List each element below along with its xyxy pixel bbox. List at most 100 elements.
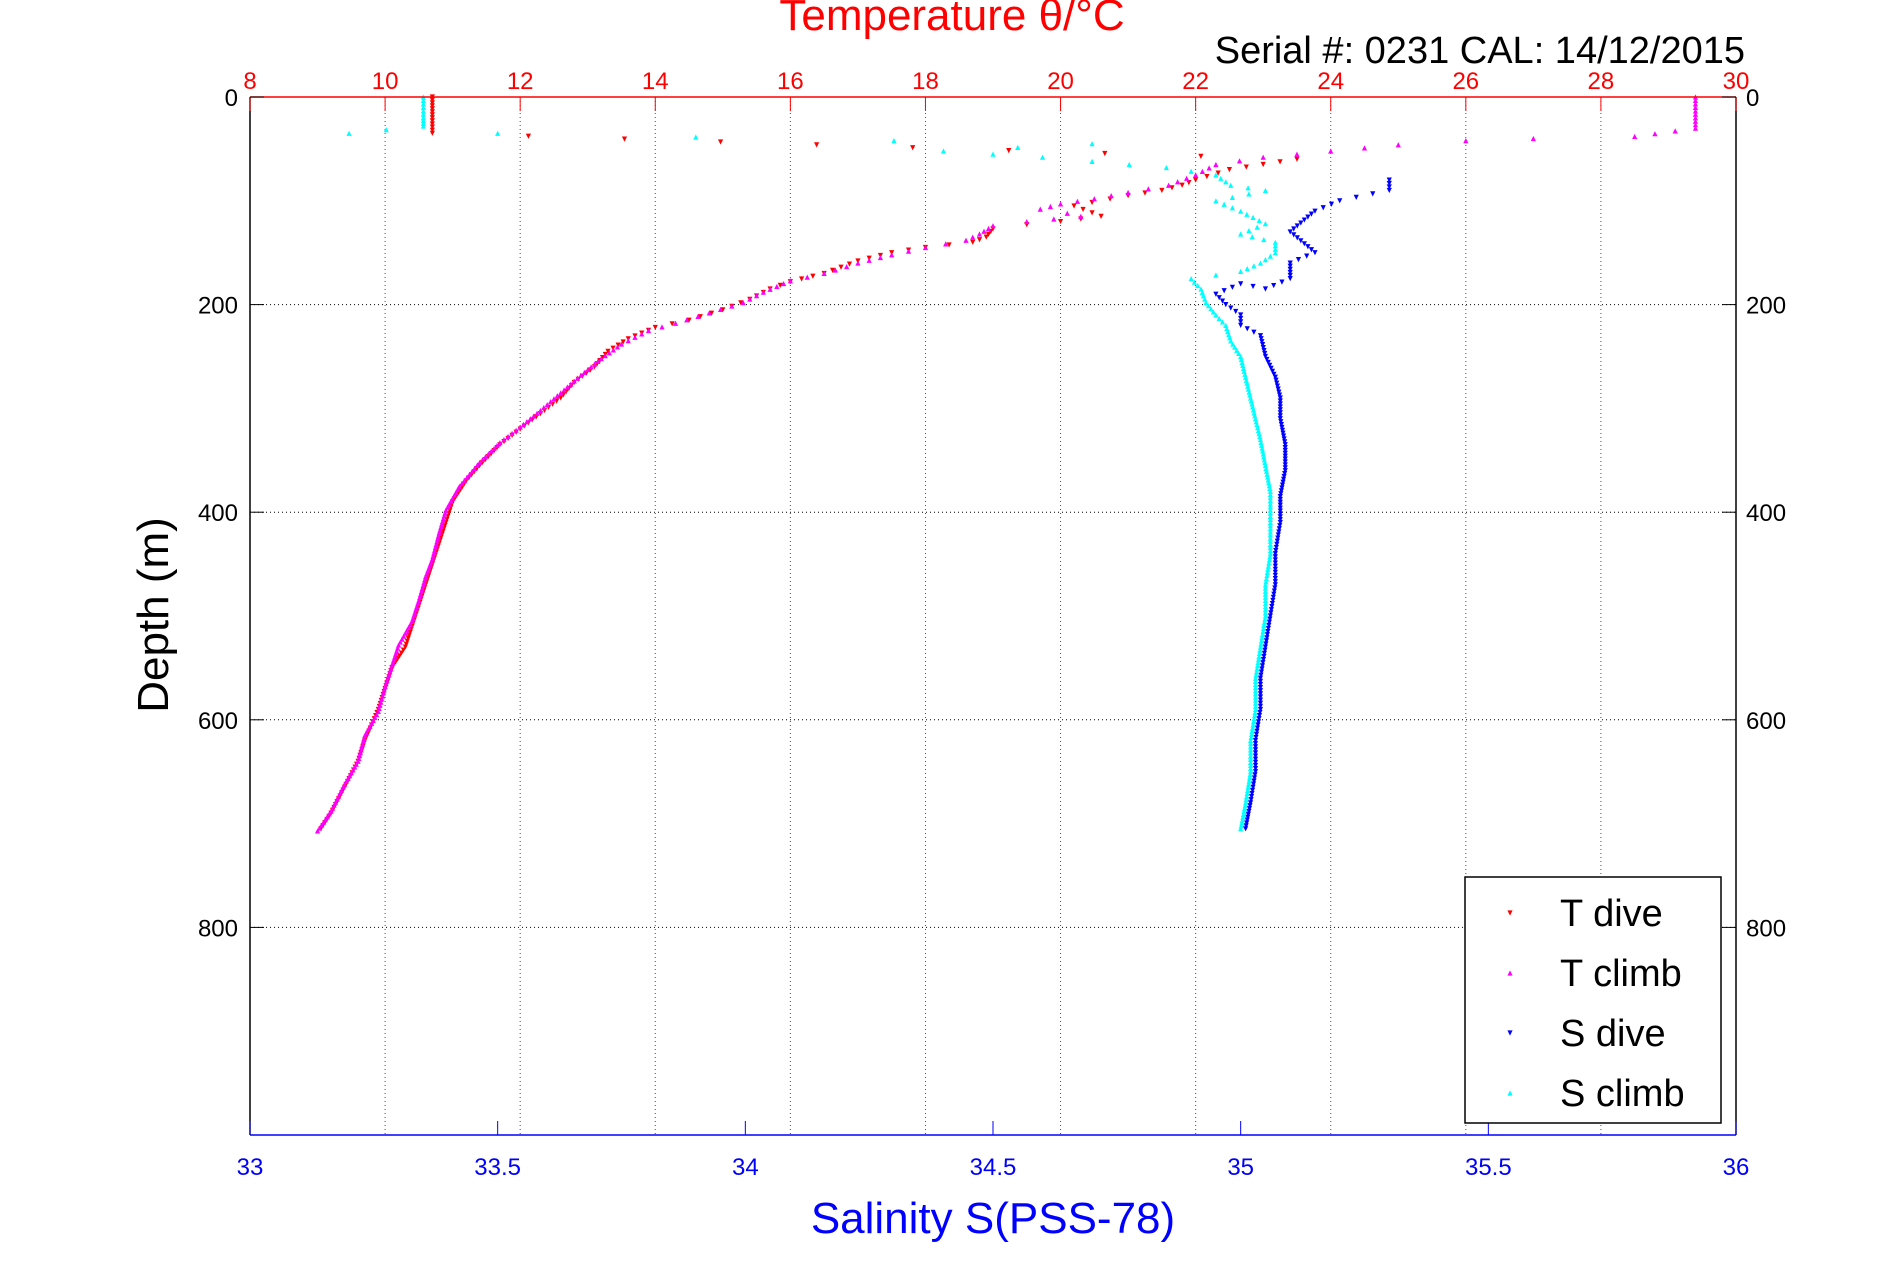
data-point	[1243, 826, 1249, 832]
data-point	[1244, 326, 1250, 332]
data-point	[1252, 747, 1259, 753]
data-point	[1198, 153, 1204, 159]
data-point	[1386, 184, 1392, 190]
data-point	[1078, 213, 1084, 219]
data-point	[1071, 203, 1077, 209]
data-point	[356, 752, 363, 759]
data-point	[1245, 383, 1251, 389]
data-point	[1255, 722, 1261, 728]
data-point	[527, 416, 533, 422]
data-point	[1253, 672, 1259, 678]
x-axis-title: Salinity S(PSS-78)	[811, 1194, 1175, 1243]
data-point	[1267, 253, 1273, 259]
data-point	[804, 274, 810, 280]
data-point	[346, 130, 352, 136]
data-point	[1692, 115, 1699, 121]
data-point	[1260, 345, 1266, 351]
data-point	[1262, 353, 1269, 360]
data-point	[1246, 227, 1252, 234]
data-point	[1251, 778, 1257, 784]
data-point	[1260, 625, 1267, 632]
data-point	[520, 421, 527, 427]
legend-marker	[1507, 910, 1513, 916]
data-point	[1240, 362, 1246, 368]
data-point	[1057, 201, 1064, 207]
data-point	[420, 117, 426, 124]
data-point	[1223, 179, 1229, 185]
data-point	[1257, 260, 1264, 266]
data-point	[990, 223, 996, 229]
data-point	[431, 550, 437, 556]
data-point	[1051, 216, 1057, 222]
data-point	[379, 693, 386, 699]
data-point	[1267, 544, 1273, 551]
data-point	[1258, 669, 1265, 675]
data-point	[1271, 371, 1277, 377]
data-point	[513, 427, 519, 433]
data-point	[1263, 576, 1270, 582]
data-point	[1274, 383, 1281, 389]
data-point	[1195, 282, 1201, 289]
data-point	[632, 334, 638, 340]
data-point	[1216, 315, 1222, 322]
data-point	[1272, 566, 1278, 572]
data-point	[1258, 641, 1264, 647]
data-point	[1265, 359, 1271, 366]
data-point	[1252, 744, 1259, 750]
salinity-tick-label: 36	[1723, 1154, 1750, 1181]
data-point	[1278, 491, 1284, 497]
data-point	[1257, 433, 1263, 440]
data-point	[320, 819, 326, 826]
salinity-tick-label: 33	[237, 1154, 264, 1181]
data-point	[1272, 557, 1278, 563]
data-point	[1210, 309, 1217, 315]
data-point	[1267, 504, 1273, 510]
data-point	[1252, 759, 1259, 765]
data-point	[1269, 604, 1275, 610]
data-point	[1274, 380, 1280, 386]
data-point	[436, 530, 442, 536]
data-point	[561, 387, 567, 393]
series-s-dive	[1213, 177, 1392, 832]
data-point	[429, 115, 435, 121]
data-point	[402, 644, 408, 650]
data-point	[1243, 800, 1249, 806]
data-point	[1262, 597, 1269, 604]
data-point	[1277, 398, 1283, 404]
data-point	[1259, 632, 1266, 638]
data-point	[1257, 681, 1264, 688]
temp-tick-label: 24	[1317, 68, 1344, 95]
data-point	[1261, 236, 1267, 243]
data-point	[1308, 211, 1315, 217]
data-point	[1272, 551, 1278, 557]
data-point	[1267, 507, 1273, 513]
data-point	[1199, 168, 1205, 174]
data-point	[1261, 650, 1268, 656]
data-point	[1250, 722, 1256, 728]
data-point	[1277, 494, 1283, 500]
data-point	[1213, 312, 1219, 318]
data-point	[1264, 635, 1270, 641]
data-point	[379, 696, 385, 702]
legend-marker	[1507, 970, 1513, 976]
data-point	[1294, 223, 1300, 229]
data-point	[1692, 125, 1699, 131]
data-point	[1251, 410, 1257, 416]
data-point	[1219, 319, 1226, 325]
data-point	[497, 440, 503, 446]
data-point	[1193, 172, 1199, 178]
data-point	[1247, 741, 1254, 747]
data-point	[767, 286, 773, 292]
data-point	[420, 115, 426, 121]
depth-tick-label-right: 600	[1746, 708, 1786, 735]
data-point	[430, 553, 436, 559]
data-point	[1249, 234, 1255, 240]
data-point	[1280, 476, 1287, 482]
data-point	[1277, 499, 1283, 505]
data-point	[1301, 241, 1307, 247]
data-point	[1279, 279, 1285, 285]
data-point	[1262, 350, 1268, 357]
data-point	[1175, 179, 1181, 185]
data-point	[1229, 284, 1236, 290]
data-point	[1266, 483, 1272, 489]
